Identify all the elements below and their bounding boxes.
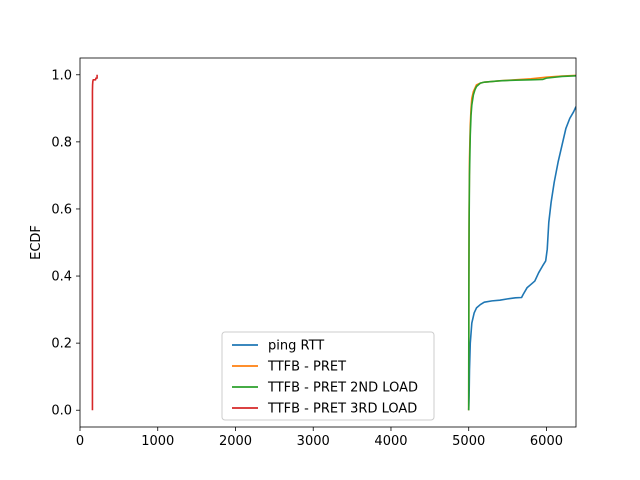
series-line-4 <box>91 74 98 411</box>
y-axis-ticks: 0.0 0.2 0.4 0.6 0.8 1.0 <box>51 68 80 419</box>
axes-frame <box>79 57 577 428</box>
x-tick-label: 0 <box>76 434 84 449</box>
legend-label: TTFB - PRET 2ND LOAD <box>267 381 418 396</box>
series-group <box>91 74 576 411</box>
x-tick-label: 4000 <box>374 434 407 449</box>
x-tick-label: 6000 <box>530 434 563 449</box>
y-tick-label: 0.4 <box>51 270 72 285</box>
x-tick-label: 1000 <box>141 434 174 449</box>
y-tick-label: 0.2 <box>51 337 72 352</box>
legend-label: TTFB - PRET <box>267 360 346 375</box>
series-line-1 <box>467 106 576 411</box>
x-tick-label: 2000 <box>219 434 252 449</box>
legend-box <box>221 331 435 421</box>
x-tick-label: 3000 <box>297 434 330 449</box>
y-tick-label: 1.0 <box>51 68 72 83</box>
y-tick-label: 0.6 <box>51 202 72 217</box>
x-tick-label: 5000 <box>452 434 485 449</box>
legend-label: ping RTT <box>268 339 324 354</box>
y-tick-label: 0.0 <box>51 404 72 419</box>
legend-label: TTFB - PRET 3RD LOAD <box>267 402 417 417</box>
x-axis-ticks: 0 1000 2000 3000 4000 5000 6000 <box>76 427 563 449</box>
legend: ping RTT TTFB - PRET TTFB - PRET 2ND LOAD T… <box>221 331 435 421</box>
series-line-3 <box>467 74 576 411</box>
y-axis-label: ECDF <box>29 225 44 260</box>
plot-area: 0 1000 2000 3000 4000 5000 6000 0.00.20.40.60.… <box>29 57 577 449</box>
y-tick-label: 0.8 <box>51 135 72 150</box>
